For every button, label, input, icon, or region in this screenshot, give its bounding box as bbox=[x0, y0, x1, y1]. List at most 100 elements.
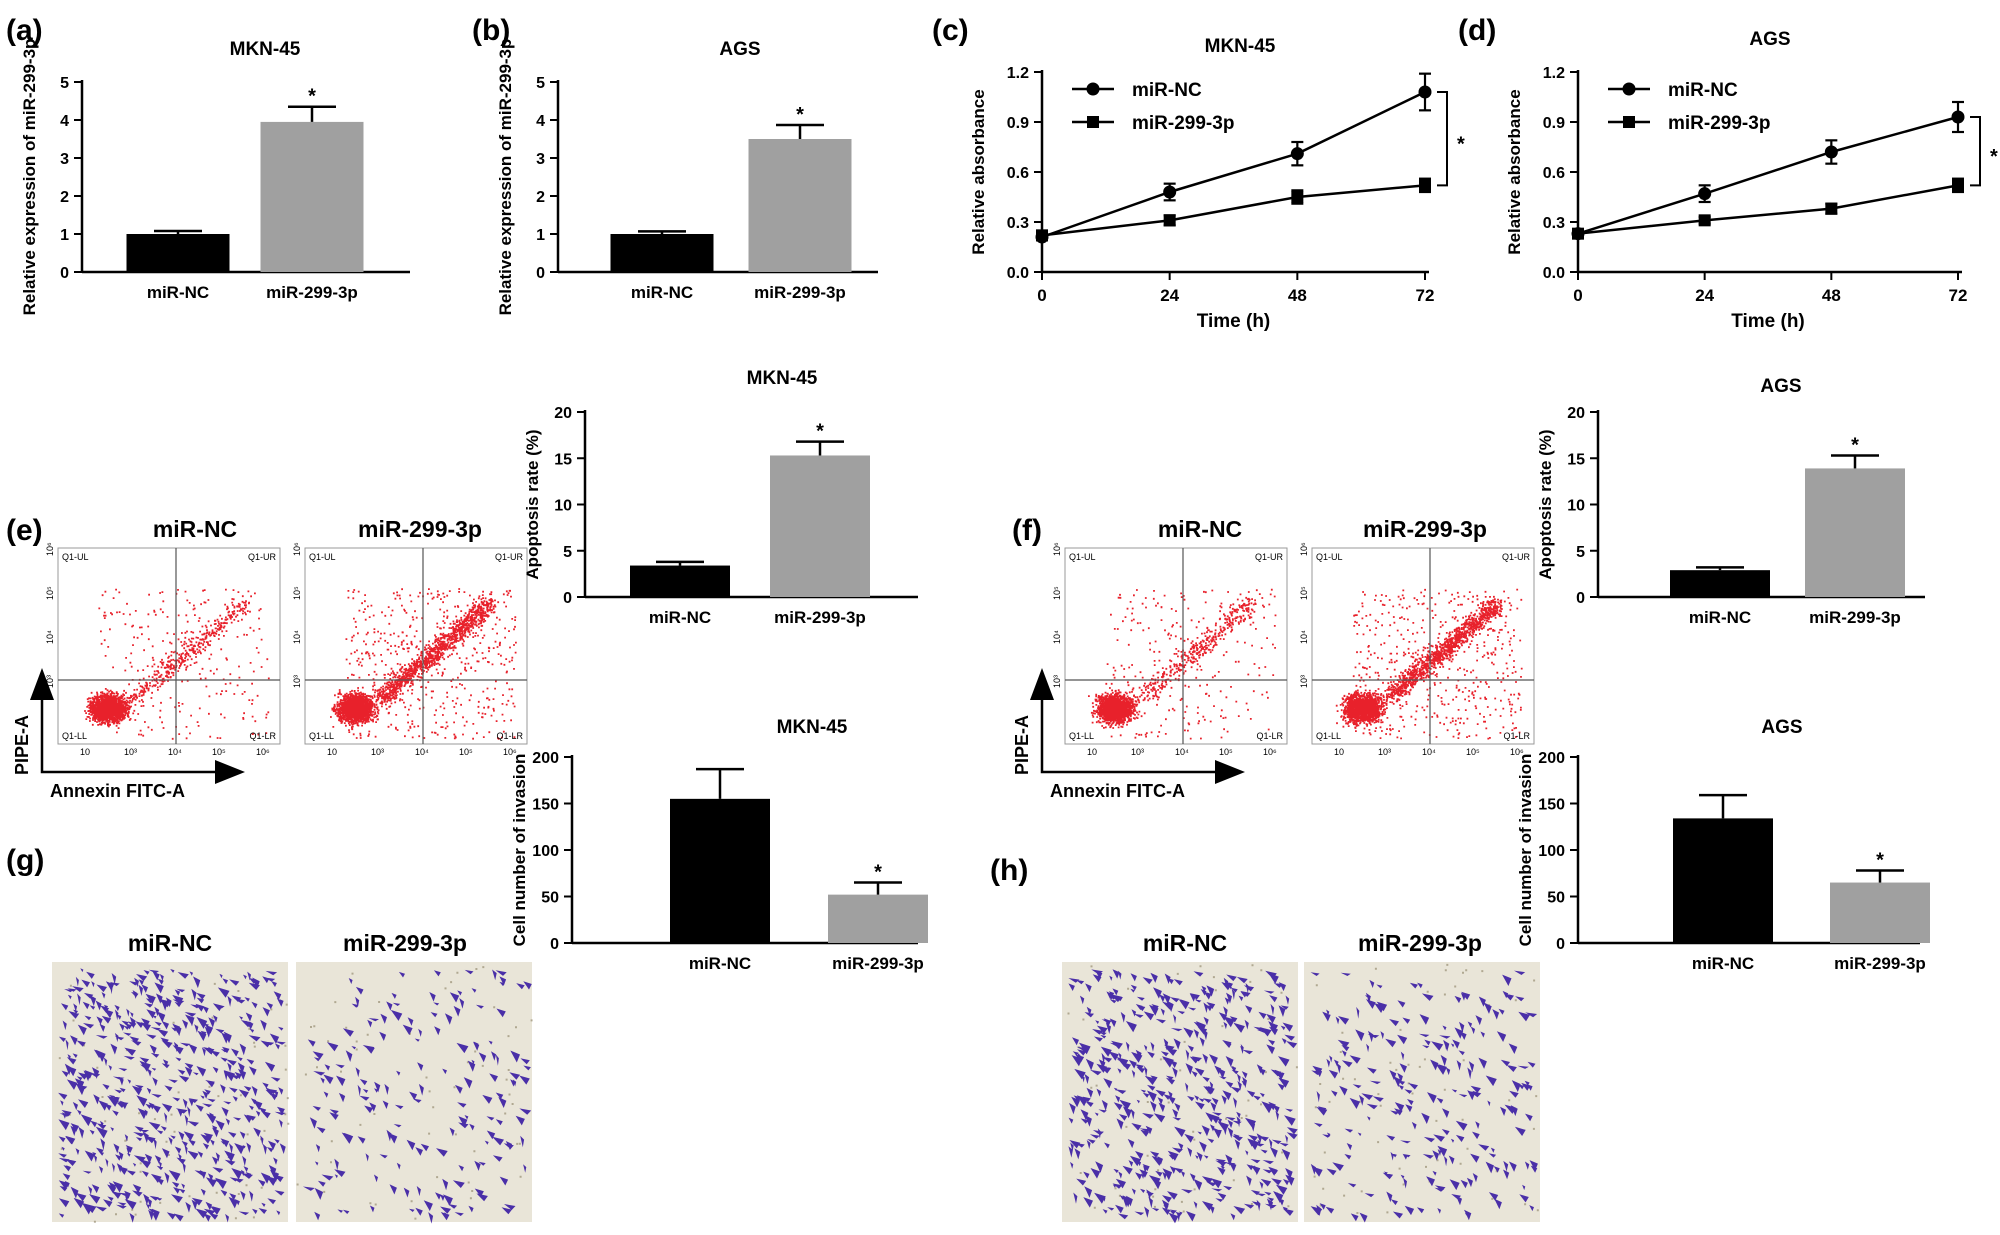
panel-label-h: (h) bbox=[990, 854, 1028, 887]
flow-plot-f-nc: Q1-UL Q1-UR Q1-LL Q1-LR 10 10³ 10⁴ 10⁵ 10⁶ 10³ 10⁴… bbox=[1052, 542, 1288, 757]
y-tick-label: 15 bbox=[1567, 451, 1585, 468]
quadrant-label: Q1-UR bbox=[248, 552, 277, 562]
x-tick-label: miR-NC bbox=[631, 283, 693, 302]
y-axis-label: Apoptosis rate (%) bbox=[1536, 429, 1555, 579]
chart-title: MKN-45 bbox=[777, 717, 848, 738]
flow-axis-line bbox=[1040, 700, 1215, 774]
bar-mir-299-3p bbox=[1830, 882, 1930, 943]
series-line-mir-299-3p bbox=[1577, 184, 1959, 235]
chart-title: AGS bbox=[719, 39, 760, 60]
flow-y-tick-label: 10⁶ bbox=[45, 542, 55, 556]
flow-y-tick-label: 10⁶ bbox=[1299, 542, 1309, 556]
panel-label-b: (b) bbox=[472, 14, 510, 47]
legend-label: miR-299-3p bbox=[1132, 113, 1234, 134]
y-tick-label: 5 bbox=[563, 544, 572, 561]
bar-mir-nc bbox=[1670, 570, 1770, 597]
y-tick-label: 150 bbox=[532, 797, 559, 814]
flow-x-tick-label: 10³ bbox=[371, 747, 384, 757]
data-point bbox=[1419, 179, 1431, 192]
flow-x-tick-label: 10 bbox=[80, 747, 90, 757]
data-point bbox=[1824, 145, 1838, 159]
bar-mir-nc bbox=[126, 234, 230, 272]
series-line-mir-299-3p bbox=[1041, 184, 1426, 237]
quadrant-label: Q1-LL bbox=[62, 731, 87, 741]
flow-dots bbox=[84, 588, 270, 740]
y-tick-label: 200 bbox=[532, 750, 559, 767]
legend-label: miR-NC bbox=[1132, 80, 1202, 101]
significance-star: * bbox=[816, 421, 824, 443]
y-tick-label: 200 bbox=[1538, 750, 1565, 767]
series-line-mir-nc bbox=[1041, 90, 1426, 239]
y-tick-label: 4 bbox=[536, 113, 545, 130]
flow-y-tick-label: 10⁵ bbox=[292, 586, 302, 600]
y-tick-label: 4 bbox=[60, 113, 69, 130]
y-axis-label: Cell number of invasion bbox=[1516, 754, 1535, 947]
flow-y-tick-label: 10⁵ bbox=[45, 586, 55, 600]
series-line-mir-nc bbox=[1577, 115, 1959, 235]
flow-x-tick-label: 10⁵ bbox=[459, 747, 473, 757]
flow-y-tick-label: 10⁴ bbox=[292, 630, 302, 644]
flow-axis-arrows-e bbox=[30, 668, 245, 784]
quadrant-label: Q1-LR bbox=[1256, 731, 1283, 741]
inv-h-mir-title: miR-299-3p bbox=[1358, 930, 1482, 956]
flow-dots bbox=[330, 588, 517, 740]
y-tick-label: 50 bbox=[1547, 890, 1565, 907]
flow-y-tick-label: 10⁴ bbox=[1052, 630, 1062, 644]
flow-f-mir-title: miR-299-3p bbox=[1363, 516, 1487, 542]
bar-mir-nc bbox=[670, 798, 770, 943]
flow-y-tick-label: 10³ bbox=[1052, 675, 1062, 688]
y-tick-label: 150 bbox=[1538, 797, 1565, 814]
x-tick-label: miR-299-3p bbox=[832, 954, 924, 973]
x-tick-label: 72 bbox=[1949, 286, 1968, 305]
x-tick-label: miR-NC bbox=[689, 954, 751, 973]
y-axis-label: Apoptosis rate (%) bbox=[523, 429, 542, 579]
y-axis-label: Relative expression of miR-299-3p bbox=[20, 39, 39, 316]
chart-title: AGS bbox=[1761, 717, 1802, 738]
bar-mir-nc bbox=[1673, 818, 1773, 943]
flow-x-tick-label: 10³ bbox=[1131, 747, 1144, 757]
quadrant-label: Q1-LL bbox=[1316, 731, 1341, 741]
x-tick-label: 24 bbox=[1160, 286, 1179, 305]
legend-marker bbox=[1623, 116, 1635, 128]
flow-x-arrow-head bbox=[1215, 760, 1245, 784]
flow-x-tick-label: 10⁴ bbox=[168, 747, 182, 757]
x-tick-label: miR-299-3p bbox=[754, 283, 846, 302]
bar-mir-299-3p bbox=[1805, 468, 1905, 597]
quadrant-label: Q1-UL bbox=[1316, 552, 1343, 562]
flow-x-tick-label: 10 bbox=[327, 747, 337, 757]
stained-cells bbox=[1068, 969, 1298, 1224]
x-tick-label: 0 bbox=[1573, 286, 1582, 305]
quadrant-label: Q1-UL bbox=[62, 552, 89, 562]
flow-x-tick-label: 10³ bbox=[1378, 747, 1391, 757]
flow-x-tick-label: 10⁶ bbox=[503, 747, 517, 757]
invasion-image-g-mir bbox=[296, 962, 533, 1224]
stained-cells bbox=[302, 969, 532, 1224]
data-point bbox=[1291, 191, 1304, 203]
flow-x-tick-label: 10⁵ bbox=[1466, 747, 1480, 757]
flow-cytometry-layer: Q1-UL Q1-UR Q1-LL Q1-LR 10 10³ 10⁴ 10⁵ 10⁶ 10³ 10⁴… bbox=[30, 542, 1535, 784]
y-tick-label: 0.6 bbox=[1007, 165, 1029, 182]
chart-b: AGS 0 1 2 3 4 5 Relative expression of miR-299-… bbox=[496, 39, 878, 315]
y-tick-label: 5 bbox=[1576, 544, 1585, 561]
data-point bbox=[1825, 202, 1838, 215]
bar-mir-299-3p bbox=[260, 121, 364, 273]
quadrant-label: Q1-LR bbox=[496, 731, 523, 741]
invasion-image-h-nc bbox=[1062, 962, 1298, 1224]
flow-f-xaxis-label: Annexin FITC-A bbox=[1050, 781, 1185, 801]
flow-f-nc-title: miR-NC bbox=[1158, 516, 1242, 542]
y-tick-label: 0.6 bbox=[1543, 165, 1565, 182]
legend-marker bbox=[1622, 82, 1636, 96]
y-tick-label: 0 bbox=[563, 590, 572, 607]
significance-star: * bbox=[1457, 134, 1465, 156]
legend-label: miR-NC bbox=[1668, 80, 1738, 101]
panel-label-f: (f) bbox=[1012, 514, 1042, 547]
flow-f-yaxis-label: PIPE-A bbox=[1012, 715, 1032, 775]
y-tick-label: 0 bbox=[536, 265, 545, 282]
x-tick-label: 24 bbox=[1695, 286, 1714, 305]
x-tick-label: miR-299-3p bbox=[1809, 608, 1901, 627]
significance-bracket bbox=[1437, 91, 1448, 187]
flow-y-arrow-head bbox=[30, 668, 54, 700]
flow-plot-f-mir: Q1-UL Q1-UR Q1-LL Q1-LR 10 10³ 10⁴ 10⁵ 10⁶ 10³ 10⁴… bbox=[1299, 542, 1535, 757]
